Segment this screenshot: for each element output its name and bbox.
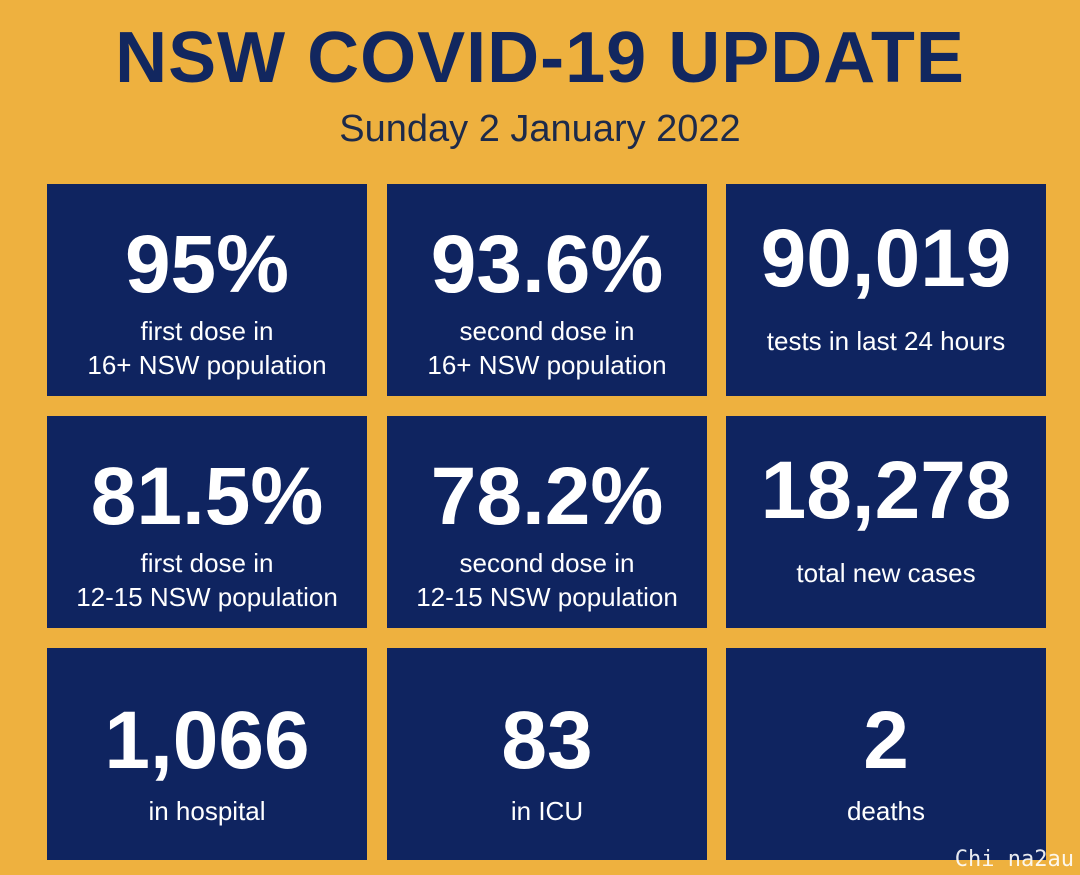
- stat-label: in hospital: [148, 796, 266, 826]
- stat-label-line: 16+ NSW population: [427, 350, 667, 380]
- stat-tile-first-dose-16plus: 95% first dose in 16+ NSW population: [47, 184, 367, 396]
- stat-value: 18,278: [760, 445, 1012, 536]
- stat-tile-icu: 83 in ICU: [387, 648, 707, 860]
- stat-value: 1,066: [104, 695, 310, 786]
- stat-value: 78.2%: [430, 451, 664, 542]
- stat-value: 81.5%: [90, 451, 324, 542]
- stat-label: tests in last 24 hours: [766, 326, 1006, 356]
- stat-label: second dose in 12-15 NSW population: [387, 546, 707, 614]
- stat-label: in ICU: [510, 796, 584, 826]
- stat-value: 95%: [124, 219, 290, 310]
- stat-value: 2: [863, 695, 909, 786]
- stat-label: deaths: [846, 796, 926, 826]
- stat-tile-second-dose-16plus: 93.6% second dose in 16+ NSW population: [387, 184, 707, 396]
- stat-tile-deaths: 2 deaths: [726, 648, 1046, 860]
- stat-tile-first-dose-12-15: 81.5% first dose in 12-15 NSW population: [47, 416, 367, 628]
- stat-label-line: first dose in: [140, 316, 274, 346]
- stat-value: 93.6%: [430, 219, 664, 310]
- stat-label-line: 12-15 NSW population: [76, 582, 338, 612]
- stat-tile-hospital: 1,066 in hospital: [47, 648, 367, 860]
- stat-label-line: second dose in: [459, 316, 635, 346]
- page-title: NSW COVID-19 UPDATE: [115, 18, 965, 98]
- stat-tile-new-cases: 18,278 total new cases: [726, 416, 1046, 628]
- stat-tile-second-dose-12-15: 78.2% second dose in 12-15 NSW populatio…: [387, 416, 707, 628]
- stat-label-line: 12-15 NSW population: [416, 582, 678, 612]
- stat-label-line: first dose in: [140, 548, 274, 578]
- stat-label: total new cases: [796, 558, 976, 588]
- stat-value: 90,019: [760, 213, 1012, 304]
- stat-label: first dose in 16+ NSW population: [47, 314, 367, 382]
- stat-value: 83: [501, 695, 593, 786]
- stat-label: first dose in 12-15 NSW population: [47, 546, 367, 614]
- stat-tile-tests: 90,019 tests in last 24 hours: [726, 184, 1046, 396]
- watermark: Chi na2au: [954, 847, 1074, 872]
- stat-label-line: second dose in: [459, 548, 635, 578]
- stat-label: second dose in 16+ NSW population: [387, 314, 707, 382]
- update-date: Sunday 2 January 2022: [339, 108, 741, 150]
- stat-label-line: 16+ NSW population: [87, 350, 327, 380]
